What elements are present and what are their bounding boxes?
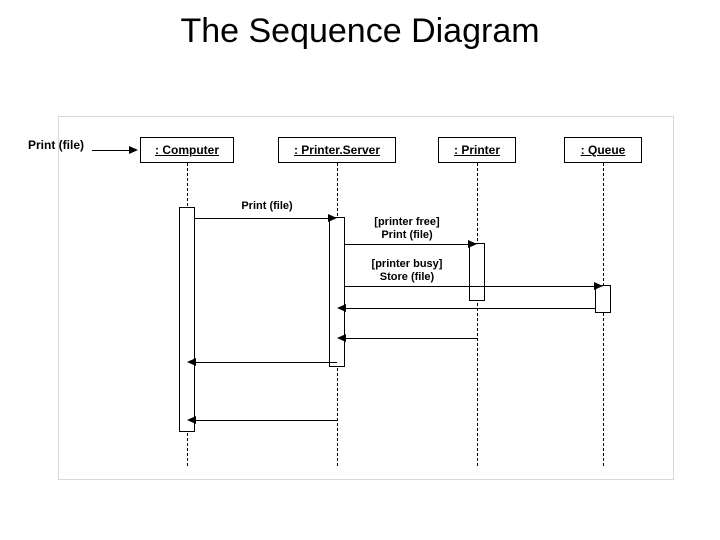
message-arrow-head <box>468 240 477 248</box>
lifeline-queue: : Queue <box>564 137 642 163</box>
message-arrow-head <box>337 334 346 342</box>
lifeline-printer: : Printer <box>438 137 516 163</box>
message-arrow <box>195 362 337 363</box>
message-arrow-head <box>594 282 603 290</box>
message-arrow-head <box>187 358 196 366</box>
message-label: [printer free]Print (file) <box>362 216 452 241</box>
initial-message-label: Print (file) <box>28 138 84 152</box>
message-arrow <box>345 244 469 245</box>
activation-printerserver <box>329 217 345 367</box>
initial-arrow-head <box>129 146 138 154</box>
activation-computer <box>179 207 195 432</box>
message-arrow-head <box>187 416 196 424</box>
lifeline-printerserver: : Printer.Server <box>278 137 396 163</box>
message-arrow-head <box>328 214 337 222</box>
activation-printer <box>469 243 485 301</box>
dashed-queue <box>603 163 604 466</box>
diagram-frame <box>58 116 674 480</box>
sequence-diagram: Print (file) : Computer : Printer.Server… <box>0 0 720 540</box>
message-label: [printer busy]Store (file) <box>362 258 452 283</box>
message-arrow <box>195 218 329 219</box>
message-arrow <box>345 338 477 339</box>
message-arrow <box>345 286 595 287</box>
message-label: Print (file) <box>232 200 302 213</box>
message-arrow <box>195 420 337 421</box>
initial-arrow <box>92 150 130 151</box>
message-arrow <box>345 308 595 309</box>
dashed-printer <box>477 163 478 466</box>
message-arrow-head <box>337 304 346 312</box>
lifeline-computer: : Computer <box>140 137 234 163</box>
